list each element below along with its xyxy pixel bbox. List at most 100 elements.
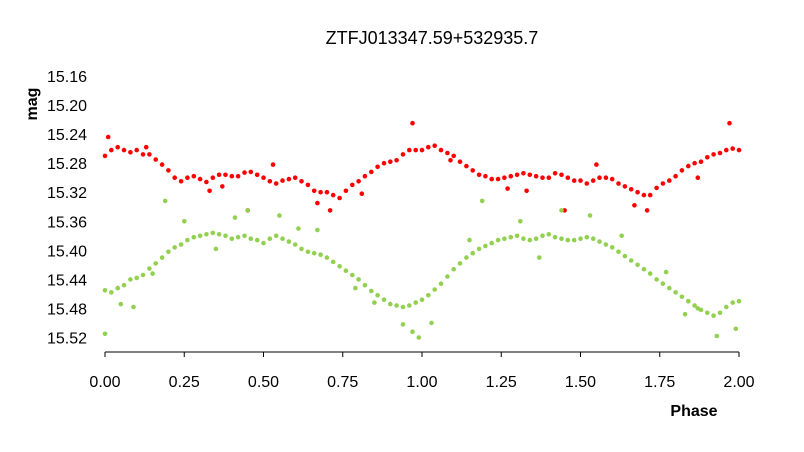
green-data-point: [372, 300, 377, 305]
green-data-point: [565, 237, 571, 243]
green-data-point: [296, 226, 301, 231]
green-data-point: [622, 253, 628, 259]
red-data-point: [597, 175, 602, 180]
red-data-point: [419, 147, 425, 153]
green-data-point: [400, 322, 406, 327]
red-data-point: [489, 176, 495, 182]
green-data-point: [410, 329, 415, 335]
x-tick-label: 0.50: [248, 374, 279, 391]
red-data-point: [438, 147, 444, 153]
green-data-point: [695, 306, 701, 311]
green-data-point: [292, 242, 298, 247]
green-data-point: [315, 227, 320, 233]
x-axis-title: Phase: [670, 403, 717, 420]
red-data-point: [220, 184, 225, 189]
red-data-point: [270, 162, 276, 167]
red-data-point: [318, 189, 323, 195]
red-data-point: [362, 173, 368, 179]
red-data-point: [692, 160, 697, 166]
green-data-point: [584, 234, 590, 240]
green-data-point: [667, 285, 672, 291]
red-data-point: [578, 178, 583, 183]
red-data-point: [121, 147, 127, 153]
green-data-point: [273, 233, 279, 239]
red-data-point: [337, 195, 342, 201]
y-tick-label: 15.20: [47, 98, 87, 115]
green-data-point: [464, 255, 469, 260]
red-data-point: [299, 179, 304, 184]
chart-title: ZTFJ013347.59+532935.7: [326, 28, 539, 48]
green-data-point: [229, 236, 235, 241]
red-data-point: [660, 181, 666, 186]
y-tick-label: 15.16: [47, 69, 87, 86]
green-data-point: [578, 236, 583, 241]
green-data-point: [521, 236, 526, 241]
red-data-point: [559, 172, 564, 178]
red-data-point: [394, 158, 399, 163]
red-data-point: [632, 203, 637, 208]
green-data-point: [663, 269, 669, 275]
red-data-point: [603, 175, 609, 180]
green-data-point: [350, 272, 355, 278]
red-data-point: [185, 175, 190, 180]
green-data-point: [514, 233, 520, 239]
green-data-point: [495, 237, 501, 243]
green-data-point: [210, 230, 216, 236]
green-data-point: [261, 240, 266, 246]
red-data-point: [508, 173, 514, 179]
green-data-point: [150, 271, 155, 276]
green-data-point: [375, 293, 380, 298]
red-data-point: [727, 120, 732, 126]
green-data-point: [559, 208, 564, 213]
green-data-point: [736, 298, 742, 304]
red-data-point: [641, 192, 647, 198]
red-data-point: [470, 168, 476, 173]
red-data-point: [400, 152, 406, 157]
green-data-point: [362, 282, 368, 288]
red-data-point: [210, 175, 216, 180]
red-data-point: [292, 175, 298, 180]
green-data-point: [324, 255, 330, 260]
red-data-point: [267, 179, 273, 184]
green-data-point: [714, 333, 720, 339]
red-data-point: [356, 179, 361, 184]
green-data-point: [254, 237, 260, 243]
green-data-point: [369, 288, 374, 294]
green-data-point: [457, 261, 463, 266]
green-data-point: [216, 232, 222, 237]
red-data-point: [705, 155, 710, 160]
red-data-point: [457, 159, 463, 164]
green-data-point: [682, 311, 688, 317]
red-data-point: [609, 176, 615, 182]
green-data-point: [660, 281, 666, 287]
green-data-point: [546, 232, 552, 237]
x-tick-label: 1.00: [406, 374, 437, 391]
red-data-point: [261, 175, 266, 180]
green-data-point: [571, 237, 577, 243]
red-data-point: [191, 173, 197, 179]
red-data-point: [584, 181, 590, 186]
y-tick-label: 15.44: [47, 272, 87, 289]
red-data-point: [143, 144, 149, 150]
green-data-point: [232, 215, 238, 220]
green-data-point: [128, 277, 133, 282]
red-data-point: [242, 170, 247, 175]
green-data-point: [159, 255, 165, 260]
green-data-point: [277, 213, 282, 218]
green-data-point: [305, 249, 311, 255]
green-data-point: [242, 233, 247, 239]
red-data-point: [359, 191, 365, 196]
green-data-point: [394, 303, 399, 308]
red-data-point: [514, 172, 520, 178]
red-data-point: [502, 175, 507, 180]
green-data-point: [267, 236, 273, 241]
green-data-point: [118, 301, 124, 307]
y-tick-labels: 15.16 15.20 15.24 15.28 15.32 15.36 15.40 15.44…: [47, 69, 87, 347]
green-data-point: [343, 268, 349, 274]
y-tick-label: 15.36: [47, 214, 87, 231]
green-data-point: [400, 304, 406, 310]
x-tick-label: 1.50: [565, 374, 596, 391]
green-data-point: [388, 301, 393, 307]
green-data-point: [381, 297, 387, 303]
